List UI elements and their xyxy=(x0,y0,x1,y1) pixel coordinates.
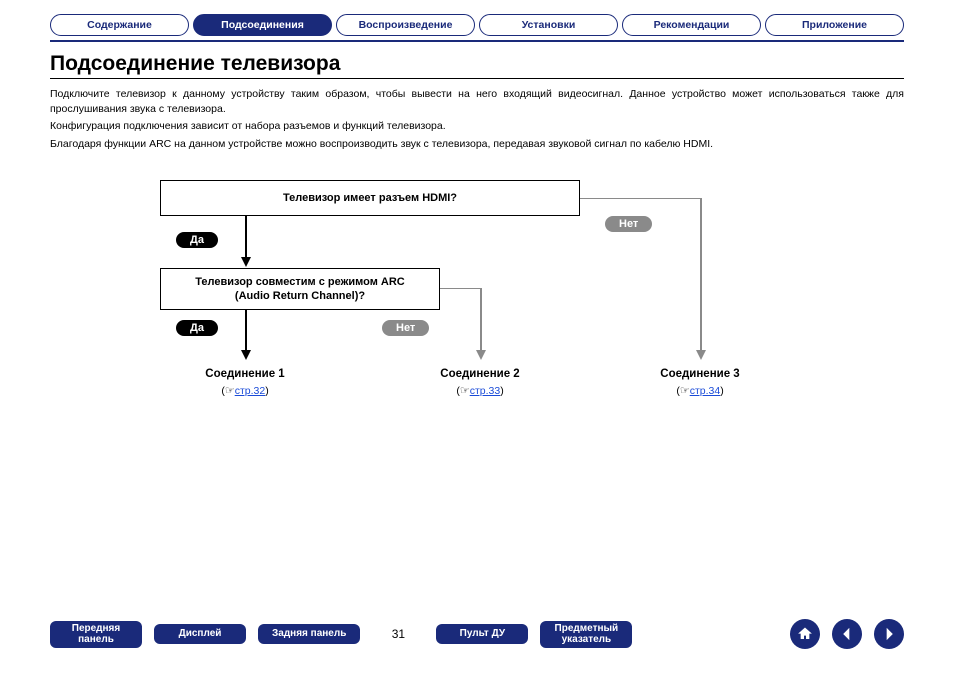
tab-tips[interactable]: Рекомендации xyxy=(622,14,761,36)
nav-index[interactable]: Предметный указатель xyxy=(540,621,632,648)
arrow-icon xyxy=(696,350,706,360)
paragraph: Подключите телевизор к данному устройств… xyxy=(50,87,904,117)
page-link[interactable]: стр.32 xyxy=(235,385,266,397)
pill-text: Нет xyxy=(396,322,415,334)
body-text: Подключите телевизор к данному устройств… xyxy=(50,87,904,152)
flow-no-pill: Нет xyxy=(605,216,652,232)
flow-line xyxy=(700,198,702,350)
home-icon xyxy=(797,626,813,642)
tab-label: Рекомендации xyxy=(654,19,730,31)
conn3-label: Соединение 3 xyxy=(625,368,775,380)
flow-line xyxy=(245,310,247,350)
flow-box-text: Телевизор совместим с режимом ARC xyxy=(195,275,405,289)
conn1-label: Соединение 1 xyxy=(170,368,320,380)
flow-box-hdmi: Телевизор имеет разъем HDMI? xyxy=(160,180,580,216)
flow-box-arc: Телевизор совместим с режимом ARC (Audio… xyxy=(160,268,440,310)
conn2-ref: (☞стр.33) xyxy=(405,384,555,397)
flow-box-text: Телевизор имеет разъем HDMI? xyxy=(283,191,457,205)
tab-contents[interactable]: Содержание xyxy=(50,14,189,36)
nav-label: Дисплей xyxy=(179,628,222,639)
nav-label: Пульт ДУ xyxy=(460,628,505,639)
conn1-ref: (☞стр.32) xyxy=(170,384,320,397)
page-number: 31 xyxy=(372,627,424,641)
home-button[interactable] xyxy=(790,619,820,649)
flow-line xyxy=(480,288,482,350)
flowchart: Телевизор имеет разъем HDMI? Нет Да Теле… xyxy=(50,180,904,440)
tab-label: Подсоединения xyxy=(221,19,304,31)
tab-connections[interactable]: Подсоединения xyxy=(193,14,332,36)
flow-no-pill: Нет xyxy=(382,320,429,336)
nav-rear-panel[interactable]: Задняя панель xyxy=(258,624,360,644)
nav-label: Передняя панель xyxy=(72,623,120,646)
arrow-right-icon xyxy=(881,626,897,642)
arrow-left-icon xyxy=(839,626,855,642)
hand-icon: ☞ xyxy=(460,385,470,397)
tab-underline xyxy=(50,40,904,42)
page-link[interactable]: стр.33 xyxy=(470,385,501,397)
conn2-label: Соединение 2 xyxy=(405,368,555,380)
tab-settings[interactable]: Установки xyxy=(479,14,618,36)
arrow-icon xyxy=(241,257,251,267)
paragraph: Благодаря функции ARC на данном устройст… xyxy=(50,137,904,152)
nav-label: Предметный указатель xyxy=(555,623,619,646)
flow-yes-pill: Да xyxy=(176,232,218,248)
flow-box-text: (Audio Return Channel)? xyxy=(235,289,365,303)
hand-icon: ☞ xyxy=(680,385,690,397)
pill-text: Нет xyxy=(619,218,638,230)
arrow-icon xyxy=(476,350,486,360)
top-tabs: Содержание Подсоединения Воспроизведение… xyxy=(0,0,954,36)
arrow-icon xyxy=(241,350,251,360)
tab-playback[interactable]: Воспроизведение xyxy=(336,14,475,36)
paragraph: Конфигурация подключения зависит от набо… xyxy=(50,119,904,134)
hand-icon: ☞ xyxy=(225,385,235,397)
nav-remote[interactable]: Пульт ДУ xyxy=(436,624,528,644)
next-button[interactable] xyxy=(874,619,904,649)
conn3-ref: (☞стр.34) xyxy=(625,384,775,397)
bottom-nav: Передняя панель Дисплей Задняя панель 31… xyxy=(0,619,954,649)
flow-yes-pill: Да xyxy=(176,320,218,336)
page-title: Подсоединение телевизора xyxy=(50,52,904,76)
flow-line xyxy=(580,198,700,200)
title-rule xyxy=(50,78,904,79)
prev-button[interactable] xyxy=(832,619,862,649)
tab-label: Содержание xyxy=(87,19,152,31)
pill-text: Да xyxy=(190,234,204,246)
nav-label: Задняя панель xyxy=(272,628,346,639)
nav-display[interactable]: Дисплей xyxy=(154,624,246,644)
page-link[interactable]: стр.34 xyxy=(690,385,721,397)
tab-label: Воспроизведение xyxy=(359,19,453,31)
pill-text: Да xyxy=(190,322,204,334)
tab-label: Установки xyxy=(522,19,576,31)
nav-front-panel[interactable]: Передняя панель xyxy=(50,621,142,648)
tab-label: Приложение xyxy=(802,19,867,31)
tab-appendix[interactable]: Приложение xyxy=(765,14,904,36)
flow-line xyxy=(440,288,480,290)
